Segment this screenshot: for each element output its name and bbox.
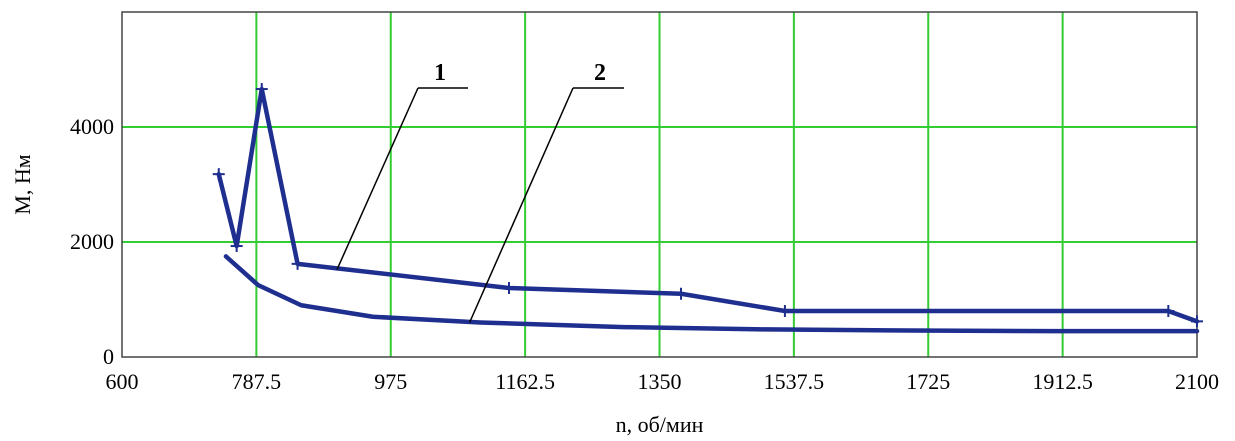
data-point: [778, 305, 791, 317]
annotation-leader: [336, 87, 419, 270]
x-tick-label: 975: [374, 369, 407, 394]
y-tick-labels: 0 2000 4000: [70, 114, 114, 369]
data-point: [255, 83, 268, 96]
x-tick-label: 1350: [638, 369, 682, 394]
annotation-label: 2: [594, 60, 606, 86]
plot-frame: [121, 11, 1198, 358]
series-group: [212, 83, 1203, 334]
data-point: [1162, 305, 1175, 317]
data-point: [212, 168, 225, 181]
data-point: [675, 287, 687, 300]
grid: [122, 12, 1197, 357]
y-axis-title: M, Нм: [10, 154, 35, 214]
x-tick-label: 1537.5: [764, 369, 825, 394]
data-point: [291, 257, 304, 270]
data-point: [503, 282, 515, 294]
annotation-1: 1: [336, 60, 468, 270]
series-2: [223, 254, 1200, 334]
x-tick-label: 2100: [1175, 369, 1219, 394]
series-1: [212, 83, 1203, 328]
annotation-leader: [468, 87, 574, 323]
x-tick-label: 1725: [906, 369, 950, 394]
y-tick-label: 4000: [70, 114, 114, 139]
annotation-2: 2: [468, 60, 624, 323]
y-tick-label: 0: [103, 344, 114, 369]
annotation-label: 1: [434, 60, 446, 86]
x-tick-label: 1912.5: [1032, 369, 1093, 394]
x-tick-label: 1162.5: [495, 369, 555, 394]
x-tick-label: 787.5: [232, 369, 282, 394]
x-axis-title: n, об/мин: [616, 412, 704, 437]
data-point: [230, 240, 243, 253]
data-point: [1191, 315, 1203, 328]
x-tick-labels: 600 787.5 975 1162.5 1350 1537.5 1725 1912.5 210…: [106, 369, 1220, 394]
y-tick-label: 2000: [70, 229, 114, 254]
series-line-2: [223, 254, 1200, 334]
x-tick-label: 600: [106, 369, 139, 394]
